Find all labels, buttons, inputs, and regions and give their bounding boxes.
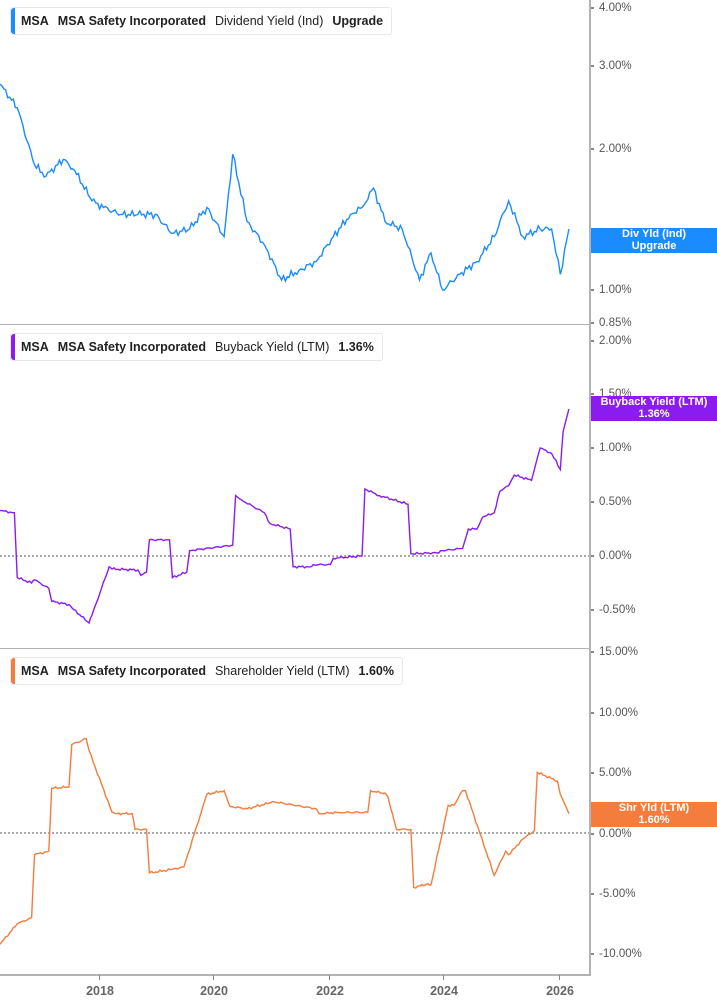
dividend-yield-flag: Div Yld (Ind) Upgrade [591,228,717,253]
y-tick: 1.00% [591,284,632,296]
legend-company-name: MSA Safety Incorporated [57,340,206,354]
x-tick: 2018 [80,975,120,998]
legend-value: 1.60% [358,664,394,678]
dividend-yield-line [0,83,570,291]
y-tick: -0.50% [591,604,635,616]
y-tick: -10.00% [591,948,642,960]
y-tick: 5.00% [591,767,632,779]
x-tick: 2022 [310,975,350,998]
legend-ticker: MSA [21,340,49,354]
legend-color-swatch [11,8,15,34]
legend-company-name: MSA Safety Incorporated [57,14,206,28]
panel-divider [0,324,591,325]
buyback-yield-line [0,408,570,625]
legend-metric: Dividend Yield (Ind) [214,14,324,28]
x-tick: 2026 [540,975,580,998]
buyback-yield-flag: Buyback Yield (LTM) 1.36% [591,396,717,421]
shareholder-yield-panel: MSA MSA Safety Incorporated Shareholder … [0,646,717,975]
y-tick: 3.00% [591,60,632,72]
y-tick: 4.00% [591,2,632,14]
dividend-yield-panel: MSA MSA Safety Incorporated Dividend Yie… [0,0,717,329]
x-tick: 2020 [194,975,234,998]
legend-color-swatch [11,334,15,360]
shareholder-yield-legend[interactable]: MSA MSA Safety Incorporated Shareholder … [10,657,403,685]
legend-ticker: MSA [21,14,49,28]
legend-metric: Buyback Yield (LTM) [214,340,330,354]
y-tick: 10.00% [591,707,638,719]
legend-metric: Shareholder Yield (LTM) [214,664,350,678]
shareholder-yield-flag: Shr Yld (LTM) 1.60% [591,802,717,827]
legend-ticker: MSA [21,664,49,678]
y-tick: 0.00% [591,828,632,840]
dividend-yield-legend[interactable]: MSA MSA Safety Incorporated Dividend Yie… [10,7,393,35]
y-tick: 0.00% [591,550,632,562]
legend-value: 1.36% [338,340,374,354]
y-tick: -5.00% [591,888,635,900]
y-tick: 0.85% [591,317,632,329]
y-tick: 1.00% [591,442,632,454]
buyback-yield-panel: MSA MSA Safety Incorporated Buyback Yiel… [0,324,717,648]
x-axis-line [0,974,591,976]
panel-divider [0,648,591,649]
y-tick: 0.50% [591,496,632,508]
shareholder-yield-line [0,737,570,945]
y-axis-line [589,0,591,976]
y-tick: 2.00% [591,143,632,155]
x-tick: 2024 [424,975,464,998]
legend-company-name: MSA Safety Incorporated [57,664,206,678]
y-tick: 2.00% [591,335,632,347]
legend-color-swatch [11,658,15,684]
y-tick: 15.00% [591,646,638,658]
legend-value-upgrade[interactable]: Upgrade [332,14,384,28]
buyback-yield-legend[interactable]: MSA MSA Safety Incorporated Buyback Yiel… [10,333,383,361]
